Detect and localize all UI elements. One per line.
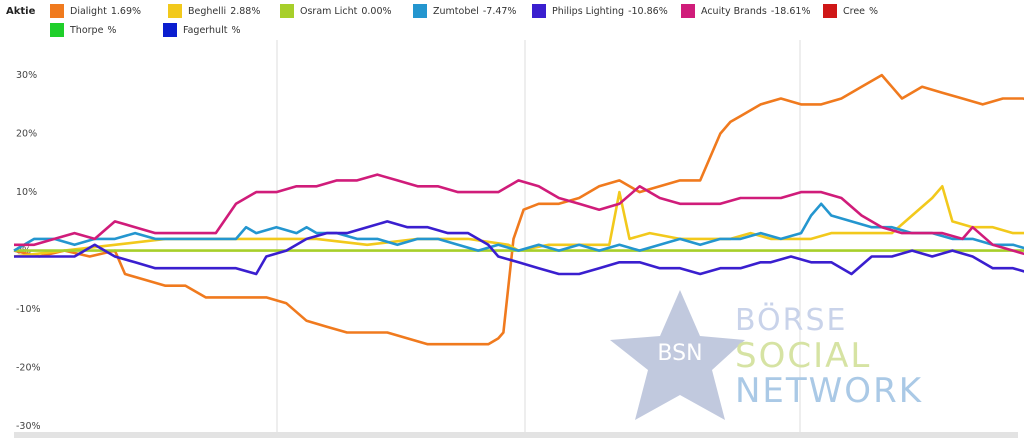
x-axis-bar: [14, 432, 1018, 438]
legend-label: Beghelli: [188, 5, 227, 17]
legend-change: 2.88%: [230, 5, 261, 17]
y-tick-label: -10%: [16, 304, 41, 315]
legend-label: Fagerhult: [183, 24, 228, 36]
legend-change: %: [869, 5, 879, 17]
legend-label: Osram Licht: [300, 5, 358, 17]
series-line-beghelli: [13, 185, 1024, 258]
series-line-philips-lighting: [14, 220, 1024, 276]
legend-label: Cree: [843, 5, 866, 17]
legend-change: 1.69%: [110, 5, 142, 17]
watermark-line1: BÖRSE: [735, 302, 848, 338]
legend-change: 0.00%: [361, 5, 392, 17]
legend: Aktie Dialight 1.69% Beghelli 2.88% Osram Li…: [0, 0, 1024, 40]
legend-item-fagerhult[interactable]: Fagerhult%: [163, 23, 240, 37]
series-lines: [13, 73, 1024, 346]
legend-swatch: [168, 4, 182, 18]
legend-swatch: [163, 23, 177, 37]
legend-item-acuity-brands[interactable]: Acuity Brands -18.61%: [681, 4, 810, 18]
legend-swatch: [50, 23, 64, 37]
legend-change: -18.61%: [770, 5, 811, 17]
watermark: BSN BÖRSE SOCIAL NETWORK: [610, 290, 923, 420]
series-line-acuity-brands: [14, 173, 1024, 256]
legend-item-osram-licht[interactable]: Osram Licht 0.00%: [280, 4, 392, 18]
legend-item-beghelli[interactable]: Beghelli 2.88%: [168, 4, 260, 18]
y-tick-label: -20%: [16, 363, 41, 374]
legend-item-dialight[interactable]: Dialight 1.69%: [50, 4, 141, 18]
legend-label: Thorpe: [70, 24, 104, 36]
y-tick-label: 10%: [16, 187, 37, 198]
legend-item-philips-lighting[interactable]: Philips Lighting -10.86%: [532, 4, 668, 18]
watermark-line2: SOCIAL: [735, 336, 871, 376]
y-tick-label: 30%: [16, 70, 37, 81]
legend-swatch: [50, 4, 64, 18]
legend-swatch: [532, 4, 546, 18]
legend-label: Zumtobel: [433, 5, 479, 17]
legend-label: Philips Lighting: [552, 5, 625, 17]
legend-label: Acuity Brands: [701, 5, 767, 17]
legend-change: -7.47%: [482, 5, 517, 17]
y-tick-label: -30%: [16, 421, 41, 432]
legend-swatch: [280, 4, 294, 18]
watermark-star: [610, 290, 745, 420]
legend-change: %: [231, 24, 241, 36]
series-line-dialight: [13, 73, 1024, 346]
legend-change: %: [107, 24, 117, 36]
legend-swatch: [413, 4, 427, 18]
watermark-star-text: BSN: [657, 341, 702, 366]
legend-change: -10.86%: [628, 5, 668, 17]
legend-item-zumtobel[interactable]: Zumtobel -7.47%: [413, 4, 516, 18]
legend-swatch: [681, 4, 695, 18]
legend-label: Dialight: [70, 5, 107, 17]
y-tick-label: 20%: [16, 129, 37, 140]
legend-title: Aktie: [6, 6, 36, 17]
legend-item-thorpe[interactable]: Thorpe%: [50, 23, 116, 37]
watermark-line3: NETWORK: [735, 371, 923, 411]
legend-item-cree[interactable]: Cree%: [823, 4, 878, 18]
legend-swatch: [823, 4, 837, 18]
